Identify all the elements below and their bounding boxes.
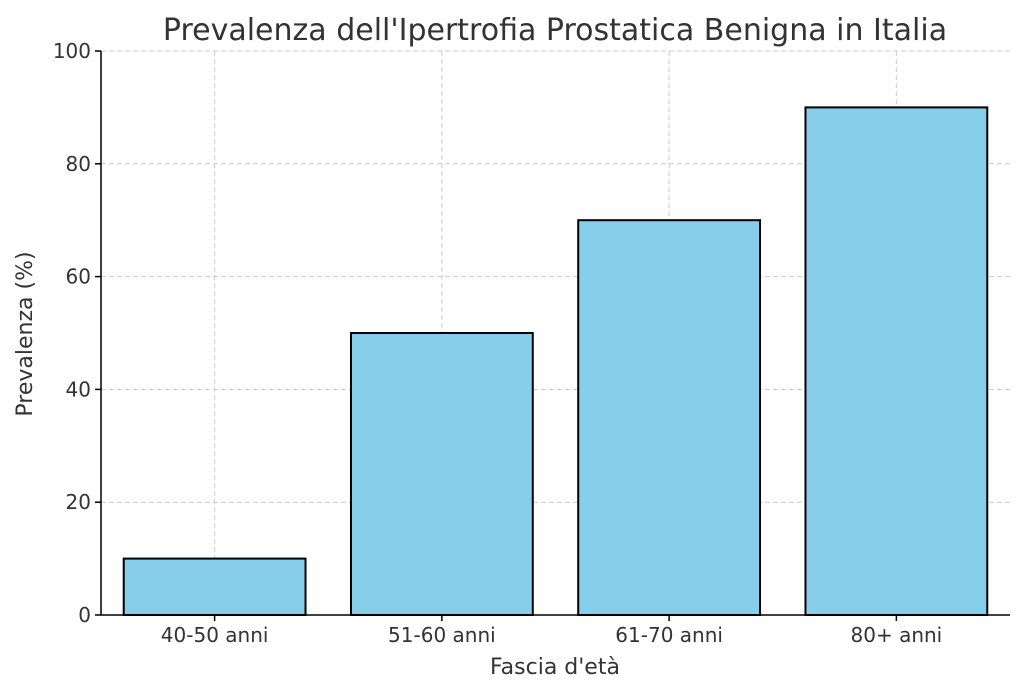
x-tick-label: 80+ anni [851,623,943,647]
bar-51-60-anni [349,332,534,616]
chart-title: Prevalenza dell'Ipertrofia Prostatica Be… [163,13,947,48]
y-tick-label: 60 [66,265,91,289]
bar-80-anni [804,106,989,617]
y-tick-label: 20 [66,490,91,514]
axes [100,51,1010,616]
x-axis-ticks: 40-50 anni 51-60 anni 61-70 anni 80+ anni [161,615,942,647]
y-tick-label: 80 [66,152,91,176]
x-axis-label: Fascia d'età [490,655,620,680]
y-tick-label: 0 [78,603,91,627]
x-tick-label: 61-70 anni [615,623,723,647]
bars [122,106,989,617]
y-axis-label: Prevalenza (%) [13,251,38,416]
y-axis-ticks: 0 20 40 60 80 100 [53,39,101,627]
y-tick-label: 40 [66,377,91,401]
y-tick-label: 100 [53,39,91,63]
bar-40-50-anni [122,557,307,616]
bar-61-70-anni [577,219,762,616]
x-tick-label: 40-50 anni [161,623,269,647]
x-tick-label: 51-60 anni [388,623,496,647]
